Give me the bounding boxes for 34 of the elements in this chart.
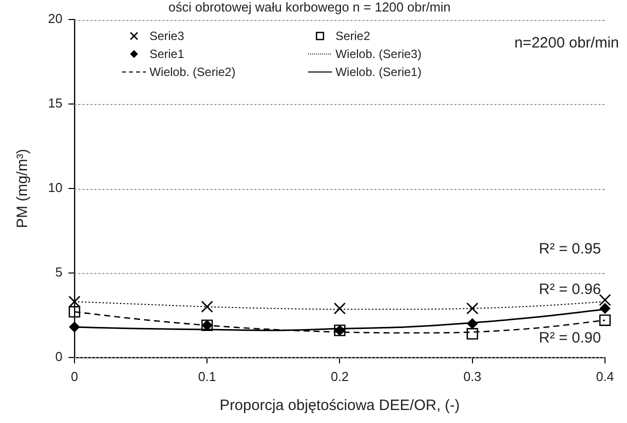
y-tick-label: 20 <box>48 11 62 26</box>
point <box>334 302 346 314</box>
y-axis-title: PM (mg/m³) <box>14 148 32 228</box>
y-tick-label: 5 <box>55 264 62 280</box>
x-tick-label: 0.4 <box>596 368 614 384</box>
point <box>466 328 478 340</box>
annotation: R² = 0.96 <box>538 280 601 298</box>
legend-label: Wielob. (Serie1) <box>335 64 422 79</box>
point <box>201 300 214 313</box>
legend-label: Wielob. (Serie2) <box>149 64 236 79</box>
annotation: n=2200 obr/min <box>514 34 619 52</box>
legend-label: Serie3 <box>149 28 184 43</box>
point <box>68 306 80 318</box>
y-tick-label: 10 <box>48 180 62 196</box>
x-tick-label: 0.2 <box>330 368 349 384</box>
x-axis-title: Proporcja objętościowa DEE/OR, (-) <box>220 397 460 414</box>
point <box>466 302 478 314</box>
point <box>467 318 478 329</box>
annotation: R² = 0.90 <box>538 329 601 346</box>
annotation: R² = 0.95 <box>538 240 601 258</box>
legend-label: Serie2 <box>335 28 370 43</box>
y-tick-label: 15 <box>48 96 62 111</box>
point <box>598 294 612 306</box>
legend-label: Wielob. (Serie3) <box>335 46 422 61</box>
point <box>69 322 80 332</box>
point <box>68 296 80 308</box>
x-tick-label: 0 <box>70 368 78 384</box>
x-tick-label: 0.1 <box>198 368 216 384</box>
chart-title: ości obrotowej wału korbowego n = 1200 obr/min <box>168 0 451 14</box>
point <box>600 303 610 314</box>
point <box>599 314 611 326</box>
x-tick-label: 0.3 <box>463 368 482 384</box>
y-tick-label: 0 <box>55 348 62 364</box>
legend-label: Serie1 <box>149 46 184 61</box>
